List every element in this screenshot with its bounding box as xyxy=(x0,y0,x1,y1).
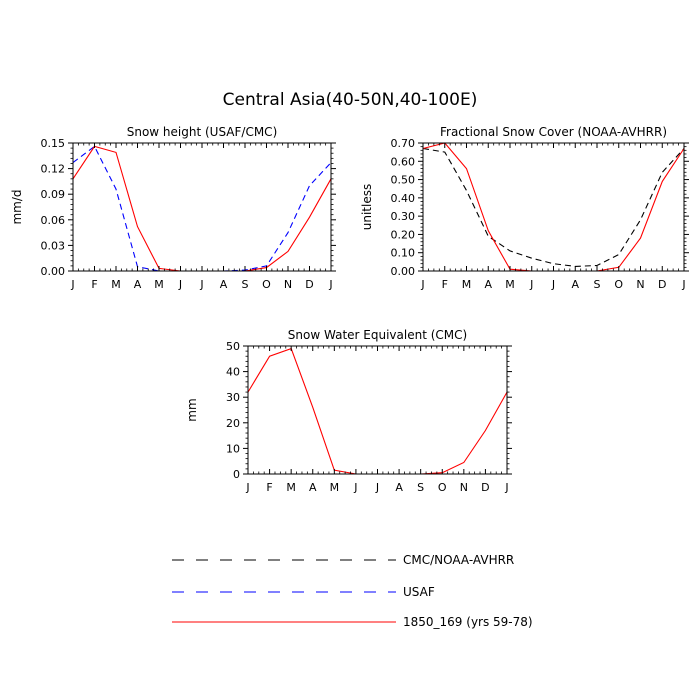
y-tick-label: 0.70 xyxy=(391,137,416,150)
x-tick-label: M xyxy=(505,278,515,291)
x-tick-label: D xyxy=(658,278,666,291)
y-tick-label: 0.40 xyxy=(391,192,416,205)
x-tick-label: J xyxy=(353,481,357,494)
x-tick-label: J xyxy=(420,278,424,291)
legend-entry: 1850_169 (yrs 59-78) xyxy=(172,615,533,629)
panel-title: Fractional Snow Cover (NOAA-AVHRR) xyxy=(440,125,667,139)
x-tick-label: N xyxy=(284,278,292,291)
y-tick-label: 0.00 xyxy=(41,265,66,278)
x-tick-label: J xyxy=(551,278,555,291)
y-tick-label: 0.15 xyxy=(41,137,66,150)
y-tick-label: 0.12 xyxy=(41,163,66,176)
x-tick-label: J xyxy=(504,481,508,494)
legend-entry: USAF xyxy=(172,585,435,599)
x-tick-label: A xyxy=(571,278,579,291)
y-tick-label: 0.60 xyxy=(391,155,416,168)
series-line xyxy=(422,142,685,272)
x-tick-label: J xyxy=(245,481,249,494)
x-tick-label: S xyxy=(594,278,601,291)
x-tick-label: M xyxy=(462,278,472,291)
panel-swe: Snow Water Equivalent (CMC)mmJ F M A M J J A S O N… xyxy=(185,328,512,494)
x-tick-label: M xyxy=(154,278,164,291)
panel-title: Snow Water Equivalent (CMC) xyxy=(288,328,467,342)
x-tick-label: J xyxy=(178,278,182,291)
x-tick-label: O xyxy=(262,278,271,291)
plot-frame xyxy=(72,142,332,272)
y-tick-label: 0.30 xyxy=(391,210,416,223)
y-tick-label: 0.20 xyxy=(391,228,416,241)
y-tick-label: 0 xyxy=(233,468,240,481)
series-line xyxy=(422,147,685,267)
x-tick-label: J xyxy=(70,278,74,291)
y-tick-label: 40 xyxy=(226,366,240,379)
y-axis-label: unitless xyxy=(360,184,374,230)
x-tick-label: A xyxy=(134,278,142,291)
y-tick-label: 0.50 xyxy=(391,174,416,187)
x-tick-label: J xyxy=(681,278,685,291)
y-tick-label: 10 xyxy=(226,442,240,455)
panel-title: Snow height (USAF/CMC) xyxy=(127,125,278,139)
legend-label: 1850_169 (yrs 59-78) xyxy=(403,615,533,629)
y-tick-label: 0.03 xyxy=(41,239,66,252)
x-tick-label: S xyxy=(417,481,424,494)
y-tick-label: 50 xyxy=(226,340,240,353)
x-tick-label: N xyxy=(460,481,468,494)
x-tick-label: F xyxy=(266,481,272,494)
x-tick-label: D xyxy=(305,278,313,291)
x-tick-label: M xyxy=(330,481,340,494)
y-tick-label: 0.00 xyxy=(391,265,416,278)
panel-snow-height: Snow height (USAF/CMC)mm/dJ F M A M J J A S O N D J0… xyxy=(10,125,336,291)
legend-entry: CMC/NOAA-AVHRR xyxy=(172,553,514,567)
y-tick-label: 0.10 xyxy=(391,247,416,260)
x-tick-label: N xyxy=(636,278,644,291)
y-axis-label: mm xyxy=(185,398,199,421)
x-tick-label: J xyxy=(199,278,203,291)
x-tick-label: J xyxy=(529,278,533,291)
x-tick-label: A xyxy=(395,481,403,494)
y-axis-label: mm/d xyxy=(10,189,24,224)
x-tick-label: O xyxy=(614,278,623,291)
x-tick-label: M xyxy=(286,481,296,494)
y-tick-label: 20 xyxy=(226,417,240,430)
y-tick-label: 30 xyxy=(226,391,240,404)
legend: CMC/NOAA-AVHRR USAF 1850_169 (yrs 59-78) xyxy=(172,553,533,629)
series-line xyxy=(72,145,332,272)
x-tick-label: J xyxy=(328,278,332,291)
panel-snow-cover: Fractional Snow Cover (NOAA-AVHRR) unitle… xyxy=(360,125,689,291)
x-tick-label: F xyxy=(442,278,448,291)
x-tick-label: D xyxy=(481,481,489,494)
x-tick-label: J xyxy=(375,481,379,494)
y-tick-label: 0.06 xyxy=(41,214,66,227)
x-tick-label: S xyxy=(242,278,249,291)
x-tick-label: A xyxy=(484,278,492,291)
x-tick-label: A xyxy=(309,481,317,494)
y-tick-label: 0.09 xyxy=(41,188,66,201)
plot-frame xyxy=(422,142,685,272)
main-title: Central Asia(40-50N,40-100E) xyxy=(222,90,478,110)
x-tick-label: O xyxy=(438,481,447,494)
legend-label: USAF xyxy=(403,585,435,599)
series-line xyxy=(247,347,508,475)
x-tick-label: F xyxy=(91,278,97,291)
x-tick-label: M xyxy=(111,278,121,291)
x-tick-label: A xyxy=(220,278,228,291)
legend-label: CMC/NOAA-AVHRR xyxy=(403,553,514,567)
series-line xyxy=(72,145,332,272)
plot-frame xyxy=(247,345,508,475)
